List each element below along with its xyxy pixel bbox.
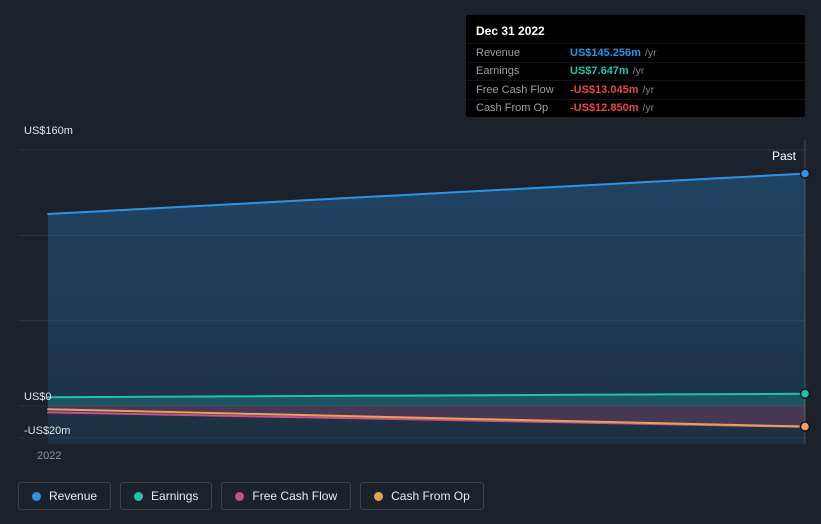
legend-item-earnings[interactable]: Earnings	[120, 482, 213, 510]
earnings-dot-icon	[134, 491, 144, 501]
y-axis-label-160: US$160m	[24, 125, 73, 137]
legend-label: Earnings	[151, 489, 199, 503]
tooltip-value: -US$13.045m	[570, 83, 639, 96]
revenue-dot-icon	[32, 491, 41, 501]
revenue-endpoint-dot[interactable]	[799, 168, 811, 179]
cash-from-op-line	[47, 408, 806, 428]
tooltip-unit: /yr	[642, 102, 655, 115]
revenue-line	[47, 172, 806, 215]
revenue-area	[48, 173, 805, 444]
tooltip-row-free-cash-flow: Free Cash Flow -US$13.045m /yr	[466, 80, 805, 99]
cash-from-op-dot-icon	[374, 491, 384, 501]
cash-from-op-endpoint-dot[interactable]	[799, 421, 811, 432]
earnings-line	[47, 392, 806, 399]
legend-label: Cash From Op	[391, 489, 470, 503]
x-axis-label-2022: 2022	[37, 450, 62, 462]
past-annotation: Past	[771, 149, 796, 163]
tooltip-label: Earnings	[476, 65, 520, 78]
chart-legend: Revenue Earnings Free Cash Flow Cash Fro…	[18, 482, 484, 510]
tooltip-value: -US$12.850m	[570, 102, 639, 115]
tooltip-unit: /yr	[642, 83, 655, 96]
tooltip-value: US$7.647m	[570, 65, 629, 78]
legend-item-free-cash-flow[interactable]: Free Cash Flow	[221, 482, 352, 510]
tooltip: Dec 31 2022 Revenue US$145.256m /yr Earn…	[466, 15, 805, 117]
legend-item-revenue[interactable]: Revenue	[18, 482, 112, 510]
tooltip-unit: /yr	[632, 65, 645, 78]
tooltip-label: Revenue	[476, 46, 521, 59]
tooltip-row-cash-from-op: Cash From Op -US$12.850m /yr	[466, 98, 805, 118]
tooltip-label: Cash From Op	[476, 102, 549, 115]
tooltip-date: Dec 31 2022	[476, 24, 545, 38]
y-axis-label-neg20: -US$20m	[24, 425, 71, 437]
tooltip-unit: /yr	[644, 46, 657, 59]
tooltip-label: Free Cash Flow	[476, 83, 554, 96]
tooltip-row-earnings: Earnings US$7.647m /yr	[466, 61, 805, 81]
legend-item-cash-from-op[interactable]: Cash From Op	[360, 482, 484, 510]
earnings-endpoint-dot[interactable]	[799, 388, 811, 400]
tooltip-row-revenue: Revenue US$145.256m /yr	[466, 43, 805, 62]
legend-label: Revenue	[49, 489, 98, 503]
tooltip-value: US$145.256m	[570, 46, 641, 59]
free-cash-flow-dot-icon	[235, 491, 245, 501]
y-axis-label-zero: US$0	[24, 391, 52, 403]
legend-label: Free Cash Flow	[252, 489, 338, 503]
